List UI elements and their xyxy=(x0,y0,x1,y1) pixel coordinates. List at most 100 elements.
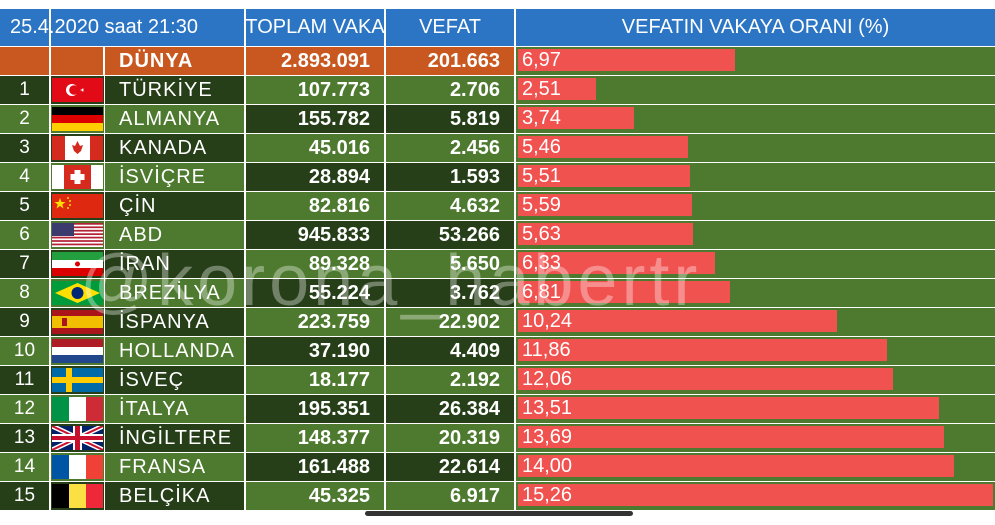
usa-flag-icon xyxy=(52,223,103,247)
table-row: 4 İSVİÇRE 28.894 1.593 5,51 xyxy=(0,163,995,191)
deaths: 22.902 xyxy=(386,308,514,336)
rank-number: 9 xyxy=(0,308,49,336)
ratio-bar xyxy=(518,426,944,448)
uk-flag-icon xyxy=(50,423,105,453)
total-cases-header: TOPLAM VAKA xyxy=(246,9,384,46)
column-divider xyxy=(514,9,516,517)
rank-number: 12 xyxy=(0,395,49,423)
table-row: 5 ÇİN 82.816 4.632 5,59 xyxy=(0,192,995,220)
spain-flag-icon xyxy=(52,310,103,334)
world-deaths: 201.663 xyxy=(386,47,514,75)
ratio-label: 12,06 xyxy=(522,368,573,390)
turkey-flag-icon xyxy=(52,78,103,102)
table-row: 15 BELÇİKA 45.325 6.917 15,26 xyxy=(0,482,995,510)
ratio-label: 5,51 xyxy=(522,165,561,187)
rank-number: 10 xyxy=(0,337,49,365)
ratio-bar xyxy=(518,194,692,216)
rank-number: 11 xyxy=(0,366,49,394)
rank-number: 15 xyxy=(0,482,49,510)
country-name: ÇİN xyxy=(105,192,244,220)
ratio-label: 15,26 xyxy=(522,484,573,506)
deaths: 3.762 xyxy=(386,279,514,307)
belgium-flag-icon xyxy=(52,484,103,508)
deaths: 53.266 xyxy=(386,221,514,249)
deaths: 6.917 xyxy=(386,482,514,510)
switzerland-flag-icon xyxy=(52,165,103,189)
table-row: 3 KANADA 45.016 2.456 5,46 xyxy=(0,134,995,162)
ratio-bar xyxy=(518,281,730,303)
column-divider xyxy=(244,9,246,517)
total-cases: 161.488 xyxy=(246,453,384,481)
country-name: ABD xyxy=(105,221,244,249)
deaths: 2.192 xyxy=(386,366,514,394)
iran-flag-icon xyxy=(52,252,103,276)
column-divider xyxy=(384,9,386,517)
table-row: 9 İSPANYA 223.759 22.902 10,24 xyxy=(0,308,995,336)
total-cases: 45.016 xyxy=(246,134,384,162)
ratio-bar xyxy=(518,368,893,390)
country-name: BELÇİKA xyxy=(105,482,244,510)
sweden-flag-icon xyxy=(52,368,103,392)
deaths: 26.384 xyxy=(386,395,514,423)
world-row-blank xyxy=(0,47,103,75)
rank-number: 13 xyxy=(0,424,49,452)
table-row: 1 TÜRKİYE 107.773 2.706 2,51 xyxy=(0,76,995,104)
table-row: 13 İNGİLTERE 148.377 20.319 13,69 xyxy=(0,423,995,453)
table-row: 14 FRANSA 161.488 22.614 14,00 xyxy=(0,453,995,481)
deaths: 2.706 xyxy=(386,76,514,104)
table-row: 2 ALMANYA 155.782 5.819 3,74 xyxy=(0,105,995,133)
ratio-label: 13,69 xyxy=(522,426,573,448)
deaths: 20.319 xyxy=(386,424,514,452)
country-name: İTALYA xyxy=(105,395,244,423)
country-name: İSVİÇRE xyxy=(105,163,244,191)
total-cases: 28.894 xyxy=(246,163,384,191)
world-row: DÜNYA 2.893.091 201.663 6,97 xyxy=(0,47,995,75)
ratio-label: 10,24 xyxy=(522,310,573,332)
total-cases: 37.190 xyxy=(246,337,384,365)
country-name: ALMANYA xyxy=(105,105,244,133)
table-row: 7 İRAN 89.328 5.650 6,33 xyxy=(0,250,995,278)
rank-number: 1 xyxy=(0,76,49,104)
ratio-bar xyxy=(518,252,715,274)
world-cases: 2.893.091 xyxy=(246,47,384,75)
ratio-bar xyxy=(518,455,954,477)
china-flag-icon xyxy=(52,194,103,218)
ratio-bar xyxy=(518,107,634,129)
rank-number: 14 xyxy=(0,453,49,481)
total-cases: 107.773 xyxy=(246,76,384,104)
netherlands-flag-icon xyxy=(52,339,103,363)
rank-number: 4 xyxy=(0,163,49,191)
deaths: 4.409 xyxy=(386,337,514,365)
ratio-bar xyxy=(518,78,596,100)
deaths: 1.593 xyxy=(386,163,514,191)
world-ratio-bar xyxy=(518,49,735,71)
ratio-label: 11,86 xyxy=(522,339,571,361)
total-cases: 223.759 xyxy=(246,308,384,336)
deaths: 2.456 xyxy=(386,134,514,162)
deaths: 22.614 xyxy=(386,453,514,481)
ratio-label: 6,81 xyxy=(522,281,561,303)
country-name: İRAN xyxy=(105,250,244,278)
ratio-label: 2,51 xyxy=(522,78,561,100)
table-row: 11 İSVEÇ 18.177 2.192 12,06 xyxy=(0,366,995,394)
ratio-bar xyxy=(518,397,939,419)
home-indicator[interactable] xyxy=(365,511,633,516)
column-divider xyxy=(49,9,51,517)
germany-flag-icon xyxy=(52,107,103,131)
total-cases: 82.816 xyxy=(246,192,384,220)
date-time-label: 25.4.2020 saat 21:30 xyxy=(0,9,244,46)
country-name: HOLLANDA xyxy=(105,337,244,365)
table-row: 12 İTALYA 195.351 26.384 13,51 xyxy=(0,395,995,423)
country-name: BREZİLYA xyxy=(105,279,244,307)
ratio-bar xyxy=(518,165,690,187)
table-row: 8 BREZİLYA 55.224 3.762 6,81 xyxy=(0,279,995,307)
rank-number: 8 xyxy=(0,279,49,307)
table-header: 25.4.2020 saat 21:30 TOPLAM VAKA VEFAT V… xyxy=(0,9,995,46)
deaths: 4.632 xyxy=(386,192,514,220)
brazil-flag-icon xyxy=(52,281,103,305)
total-cases: 195.351 xyxy=(246,395,384,423)
italy-flag-icon xyxy=(52,397,103,421)
country-name: KANADA xyxy=(105,134,244,162)
ratio-label: 14,00 xyxy=(522,455,573,477)
